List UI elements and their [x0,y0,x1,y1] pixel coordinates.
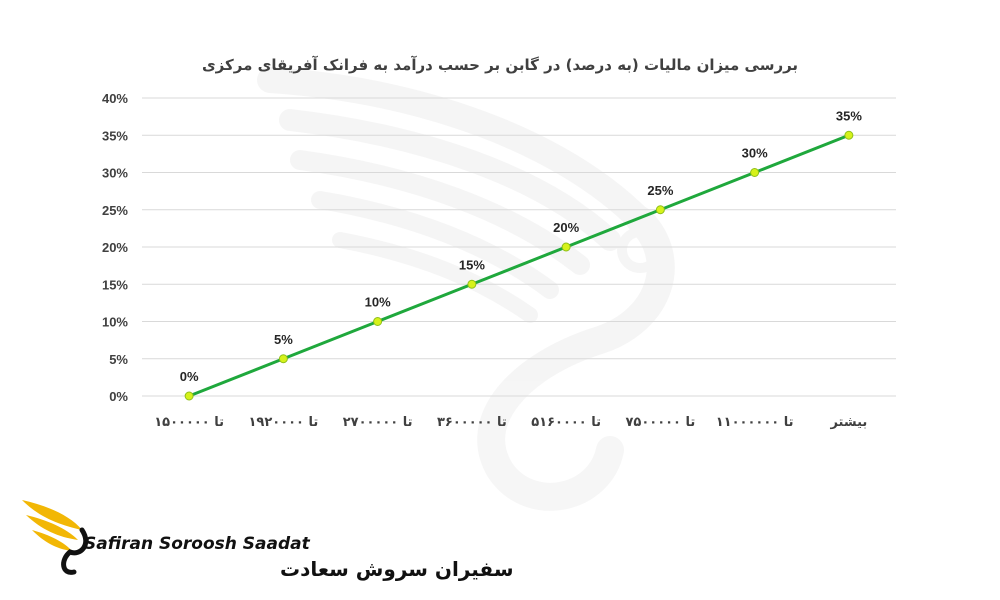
data-label: 10% [365,295,391,310]
logo-name-fa: سفیران سروش سعادت [280,557,514,581]
data-label: 15% [459,257,485,272]
y-tick-label: 0% [109,389,128,404]
y-tick-label: 25% [102,203,128,218]
y-tick-label: 40% [102,91,128,106]
x-tick-label: تا ۳۶۰۰۰۰۰ [437,415,507,430]
x-tick-label: تا ۷۵۰۰۰۰۰ [625,415,695,430]
data-point [278,354,288,364]
x-tick-label: تا ۱۹۲۰۰۰۰ [248,415,318,430]
x-tick-label: تا ۱۱۰۰۰۰۰۰ [716,415,794,430]
data-label: 20% [553,220,579,235]
y-tick-label: 35% [102,128,128,143]
wing-swan-icon [22,500,89,575]
data-label: 5% [274,332,293,347]
x-tick-label: تا ۲۷۰۰۰۰۰ [343,415,413,430]
x-tick-label: تا ۵۱۶۰۰۰۰ [531,415,601,430]
data-point [561,242,571,252]
data-labels: 0% 5% 10% 15% 20% 25% 30% 35% [180,108,863,384]
y-tick-label: 30% [102,166,128,181]
data-point [750,168,760,177]
y-axis-ticks: 0% 5% 10% 15% 20% 25% 30% 35% 40% [102,91,128,404]
y-tick-label: 5% [109,352,128,367]
x-axis-ticks: تا ۱۵۰۰۰۰۰ تا ۱۹۲۰۰۰۰ تا ۲۷۰۰۰۰۰ تا ۳۶۰۰۰۰۰… [154,415,867,430]
y-tick-label: 10% [102,315,128,330]
chart-title: بررسی میزان مالیات (به درصد) در گابن بر … [202,56,798,74]
data-label: 30% [742,146,768,161]
data-point [467,279,477,289]
data-point [844,130,854,140]
series-line [188,133,850,398]
y-tick-label: 15% [102,277,128,292]
x-tick-label: تا ۱۵۰۰۰۰۰ [154,415,224,430]
data-label: 35% [836,108,862,123]
logo-name-en: Safiran Soroosh Saadat [84,534,311,554]
data-point [655,205,665,215]
data-point [373,317,383,326]
data-point [184,391,194,401]
series-line [184,130,854,401]
gridlines [142,97,896,397]
y-tick-label: 20% [102,240,128,255]
x-tick-label: بیشتر [829,415,867,430]
data-label: 25% [647,183,673,198]
data-label: 0% [180,369,199,384]
logo: Safiran Soroosh Saadat سفیران سروش سعادت [22,500,514,581]
